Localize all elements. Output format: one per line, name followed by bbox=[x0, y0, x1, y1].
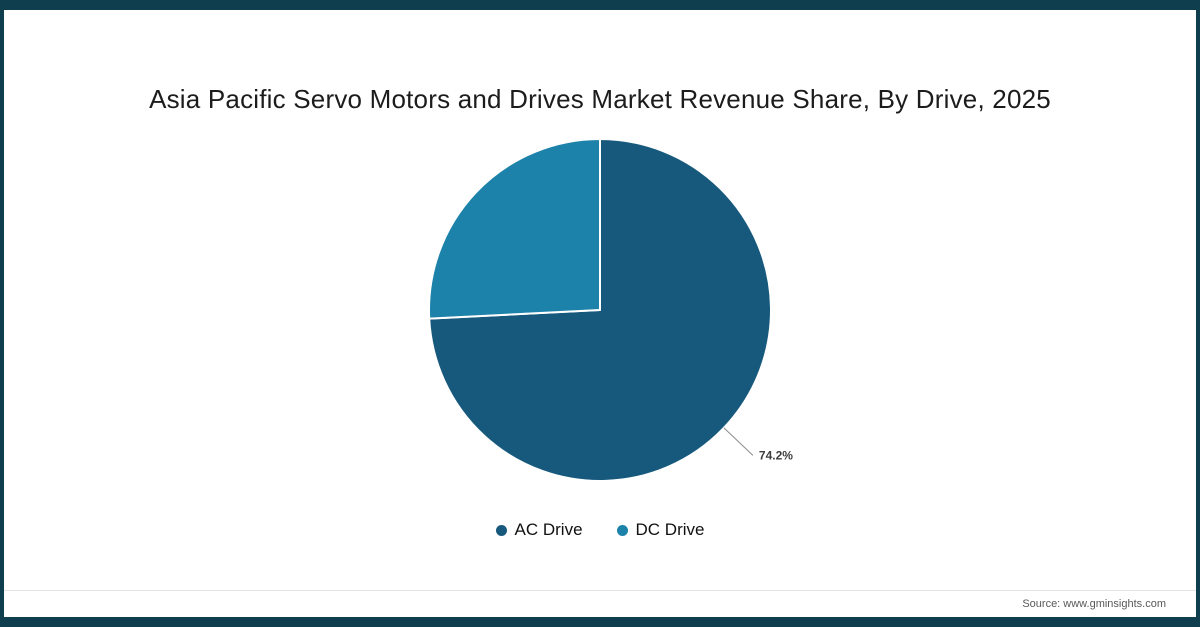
footer-divider bbox=[4, 590, 1196, 591]
chart-title: Asia Pacific Servo Motors and Drives Mar… bbox=[149, 84, 1051, 114]
legend-swatch-ac-drive-icon bbox=[495, 524, 507, 536]
legend-item-ac-drive: AC Drive bbox=[495, 520, 583, 540]
chart-legend: AC Drive DC Drive bbox=[4, 520, 1196, 540]
source-text: Source: www.gminsights.com bbox=[1022, 598, 1166, 610]
pie-chart: 74.2% bbox=[428, 138, 793, 482]
data-label-leader-line bbox=[723, 427, 754, 456]
legend-item-dc-drive: DC Drive bbox=[616, 520, 705, 540]
pie-data-label: 74.2% bbox=[759, 448, 793, 462]
legend-label-dc-drive: DC Drive bbox=[635, 520, 705, 539]
legend-label-ac-drive: AC Drive bbox=[514, 520, 583, 539]
pie-slice-dc-drive bbox=[428, 138, 601, 320]
legend-swatch-dc-drive-icon bbox=[616, 524, 628, 536]
